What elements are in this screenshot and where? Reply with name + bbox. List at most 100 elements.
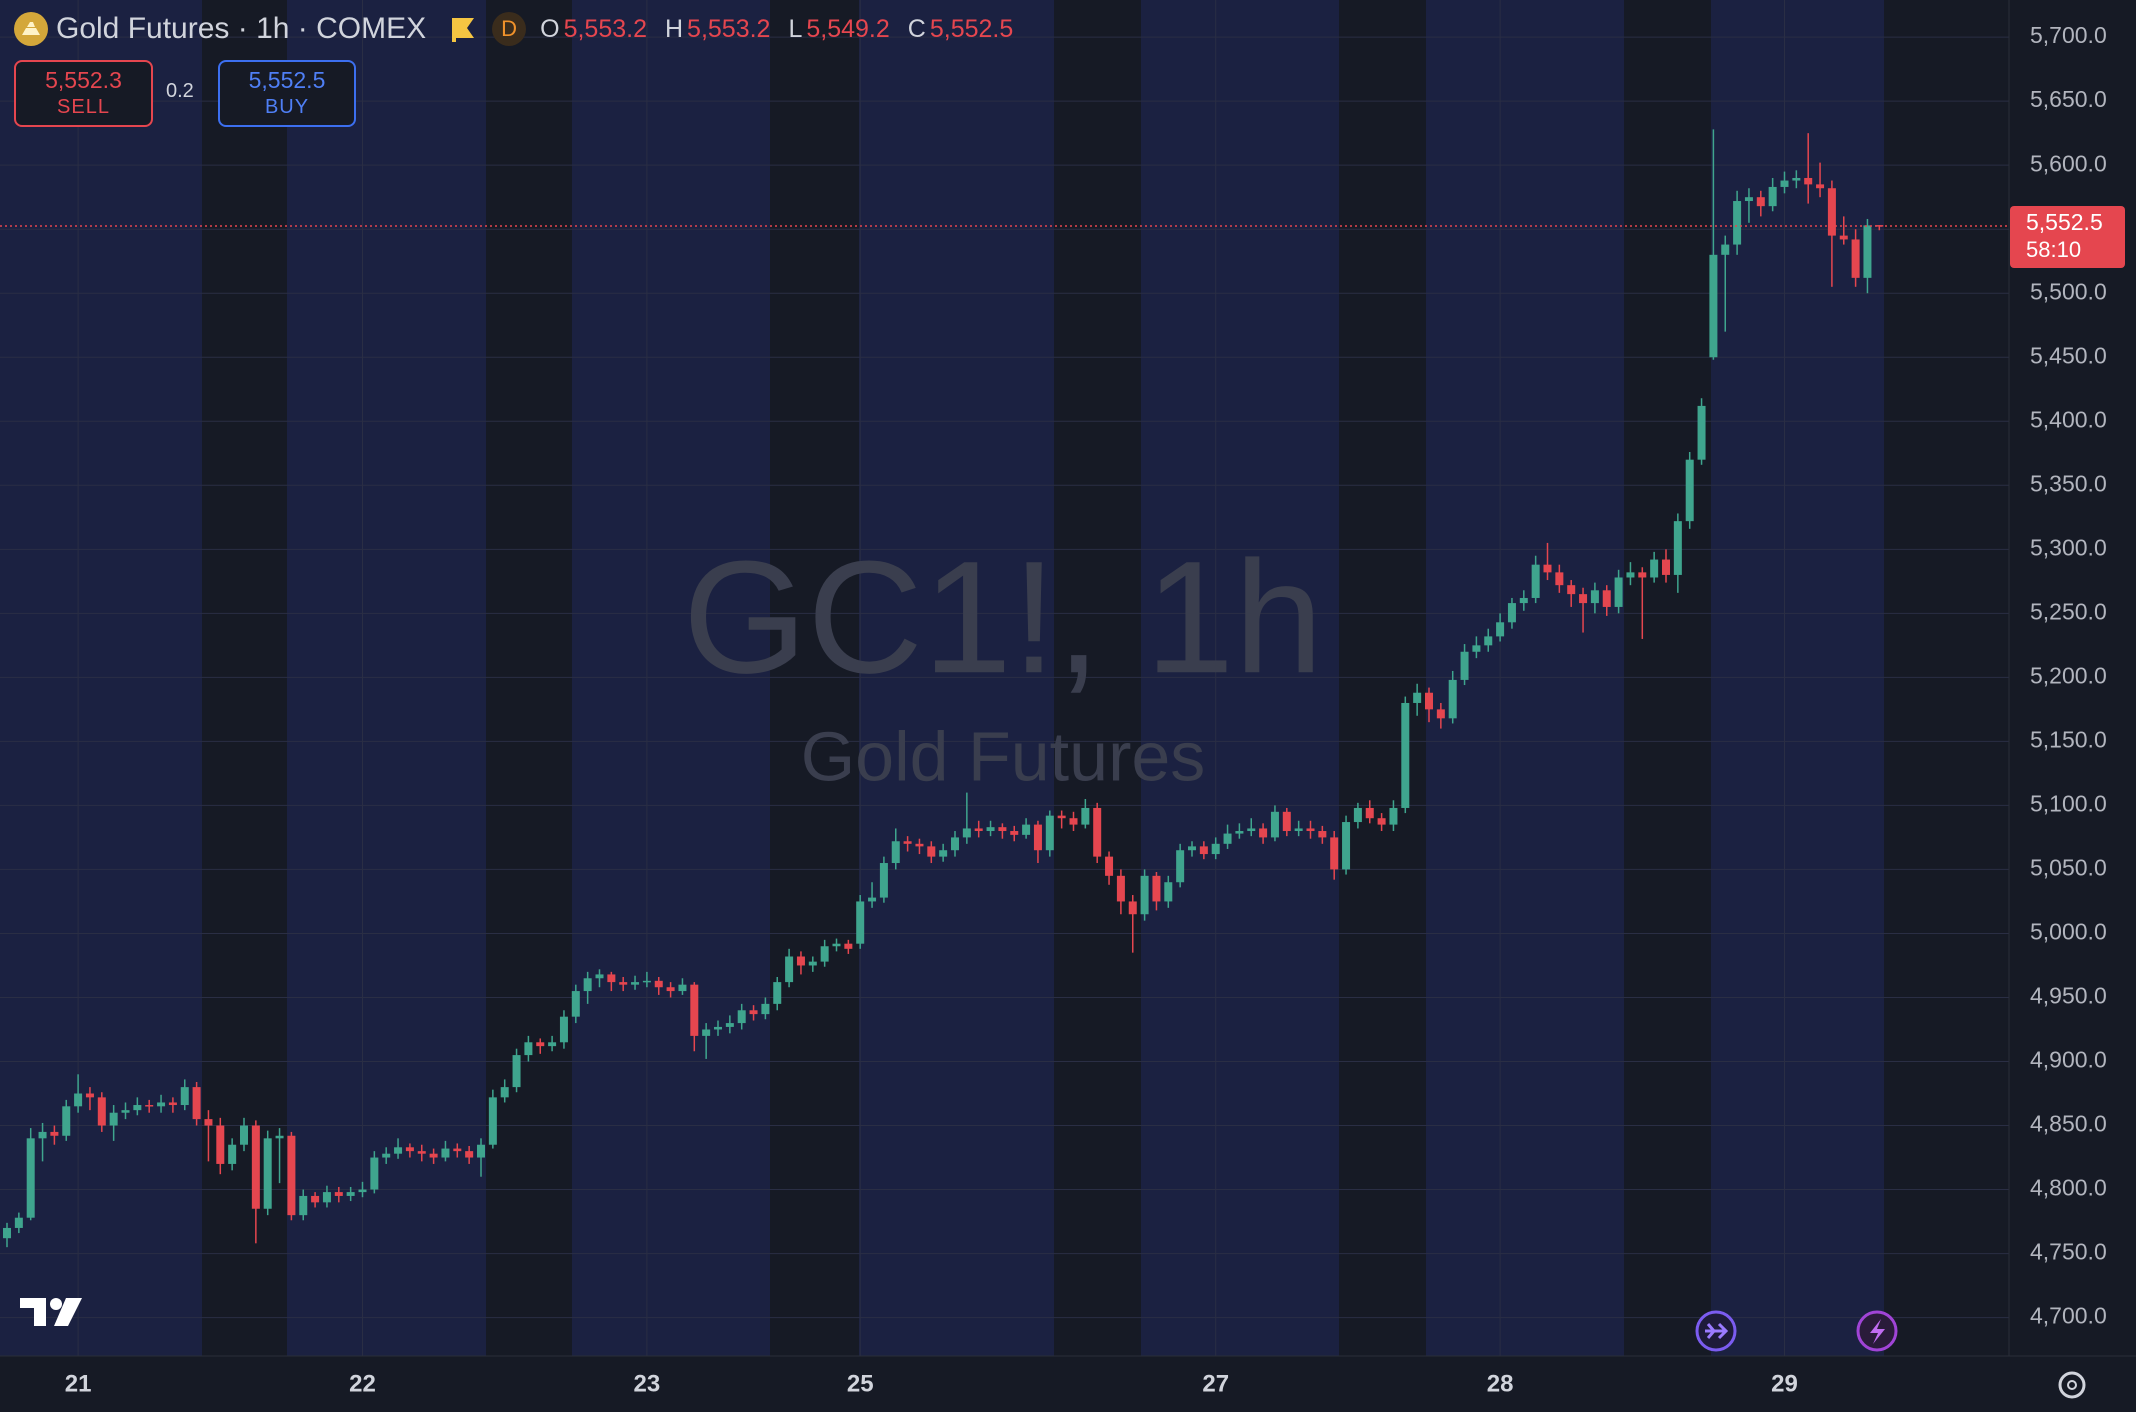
settings-button[interactable] [2058,1371,2086,1399]
candle-body [1851,239,1860,278]
x-tick-label: 27 [1202,1370,1229,1397]
ohlc-key: L [788,14,803,43]
candle-body [1211,843,1220,855]
candle-body [168,1102,177,1106]
candle-body [358,1189,367,1193]
candle-body [109,1112,118,1126]
candle-body [702,1029,711,1036]
candle-body [1839,235,1848,240]
candle-body [524,1042,533,1056]
candle-body [1448,679,1457,719]
y-tick-label: 5,150.0 [2030,726,2107,752]
last-price-tag [2010,206,2125,268]
candle-body [192,1087,201,1120]
symbol-icon [14,12,48,46]
sell-button[interactable]: 5,552.3 SELL [14,60,153,127]
candle-body [1093,807,1102,857]
x-tick-label: 22 [349,1370,376,1397]
candle-body [1057,815,1066,819]
candle-body [1827,188,1836,236]
candle-body [666,987,675,992]
symbol-title[interactable]: Gold Futures · 1h · COMEX [56,12,427,45]
candle-body [1472,645,1481,652]
candle-body [844,943,853,949]
candle-body [1294,828,1303,832]
candle-body [465,1151,474,1158]
candle-body [1531,564,1540,598]
y-tick-label: 5,050.0 [2030,855,2107,881]
candle-body [595,974,604,979]
y-tick-label: 5,650.0 [2030,86,2107,112]
candle-body [1140,875,1149,915]
candle-body [951,837,959,851]
candle-body [1045,815,1054,851]
candle-body [26,1138,35,1218]
event-icon[interactable] [1856,1310,1898,1352]
candle-body [121,1110,130,1113]
event-icon[interactable] [1695,1310,1737,1352]
candle-body [228,1144,237,1164]
session-band [770,0,859,1356]
candle-body [690,984,699,1036]
flag-icon[interactable] [448,14,478,44]
candle-body [311,1195,320,1203]
candle-body [1507,603,1516,623]
candle-body [1105,856,1114,876]
candle-body [879,863,888,898]
candle-body [1330,837,1339,870]
data-badge[interactable]: D [492,12,527,46]
candle-body [74,1093,83,1107]
candle-body [1590,590,1599,604]
ohlc-value: 5,553.2 [563,14,647,43]
buy-price: 5,552.5 [248,66,326,93]
y-tick-label: 4,850.0 [2030,1111,2107,1137]
candle-body [1519,597,1528,604]
session-band [1884,0,2009,1356]
y-tick-label: 5,450.0 [2030,342,2107,368]
candle-body [1259,828,1268,838]
x-tick-label: 29 [1771,1370,1798,1397]
candle-body [441,1148,450,1158]
ohlc-value: 5,552.5 [929,14,1014,43]
candle-body [334,1192,343,1196]
candle-body [1863,225,1872,278]
candle-body [998,827,1007,832]
candle-body [1650,559,1659,578]
candle-body [1697,405,1706,460]
candle-body [429,1153,438,1158]
x-tick-label: 25 [847,1370,874,1397]
candle-body [1365,807,1374,819]
candle-body [488,1097,497,1145]
candle-body [1567,585,1576,595]
candle-body [1306,828,1315,832]
sell-price: 5,552.3 [45,66,122,93]
candle-body [512,1055,521,1088]
candle-body [1816,184,1825,189]
ohlc-value: 5,553.2 [687,14,771,43]
candle-body [1152,875,1161,902]
y-tick-label: 5,700.0 [2030,22,2107,48]
candle-body [382,1153,391,1158]
candle-body [642,980,651,983]
y-tick-label: 4,900.0 [2030,1047,2107,1073]
candle-body [405,1147,414,1152]
candle-body [974,828,983,832]
session-bands [0,0,2009,1356]
candle-body [1685,459,1694,522]
candle-body [1543,564,1552,573]
y-tick-label: 5,350.0 [2030,470,2107,496]
candle-body [1709,254,1718,358]
candle-body [3,1227,11,1239]
watermark: GC1!, 1h [683,527,1323,706]
candle-body [204,1119,213,1126]
candle-body [1188,846,1196,851]
buy-button[interactable]: 5,552.5 BUY [218,60,356,127]
candle-body [714,1026,722,1030]
watermark-subtitle: Gold Futures [801,717,1206,795]
candle-body [1744,197,1753,202]
candle-body [915,843,924,847]
candle-body [737,1010,746,1024]
candle-body [1270,811,1279,838]
grid [0,0,2009,1356]
